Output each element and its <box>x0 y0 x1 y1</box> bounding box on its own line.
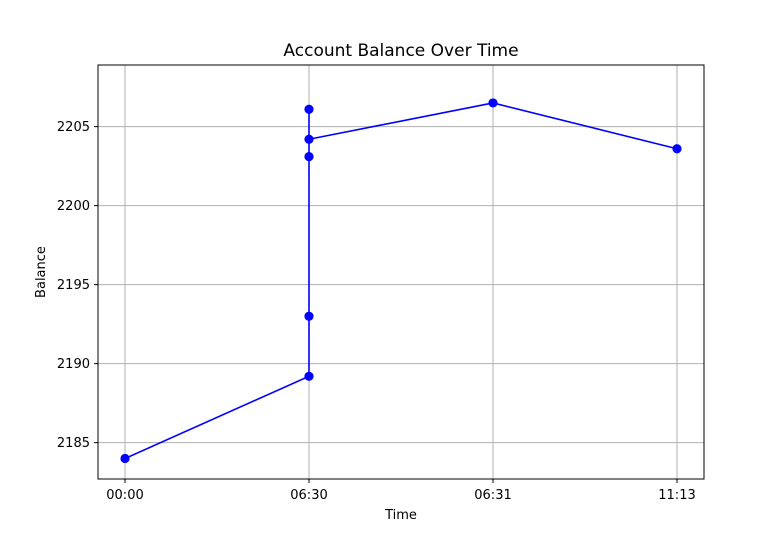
tick-layer: 00:00 06:30 06:31 11:13 2185 2190 2195 2200 2205 <box>57 120 696 503</box>
x-axis-label: Time <box>384 508 417 523</box>
y-tick-label: 2205 <box>57 120 90 135</box>
data-point <box>304 371 314 381</box>
series-layer <box>120 98 682 464</box>
data-point <box>304 134 314 144</box>
y-tick-label: 2185 <box>57 436 90 451</box>
y-tick-label: 2190 <box>57 357 90 372</box>
y-tick-label: 2200 <box>57 199 90 214</box>
data-point <box>304 104 314 114</box>
x-tick-label: 00:00 <box>106 488 143 503</box>
y-tick-label: 2195 <box>57 278 90 293</box>
series-line <box>124 102 678 460</box>
data-point <box>120 453 130 464</box>
x-tick-label: 06:30 <box>290 488 327 503</box>
y-axis-label: Balance <box>34 246 49 298</box>
data-point <box>672 144 682 154</box>
data-point <box>304 152 314 162</box>
x-tick-label: 11:13 <box>658 488 695 503</box>
plot-background <box>98 65 704 479</box>
data-point <box>488 98 498 108</box>
plot-frame <box>97 64 705 480</box>
chart-title: Account Balance Over Time <box>283 41 518 61</box>
data-point <box>304 311 314 321</box>
x-tick-label: 06:31 <box>474 488 511 503</box>
